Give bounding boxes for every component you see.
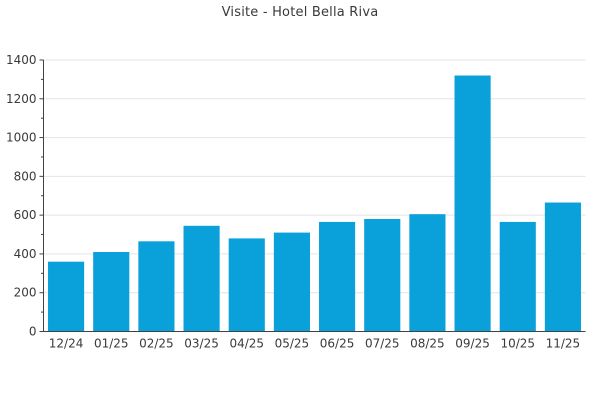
y-tick-label: 400 bbox=[14, 247, 37, 261]
bar bbox=[183, 225, 220, 332]
bar bbox=[48, 261, 85, 332]
x-tick-label: 02/25 bbox=[139, 337, 174, 351]
x-tick-label: 01/25 bbox=[94, 337, 129, 351]
x-tick-label: 03/25 bbox=[184, 337, 219, 351]
x-axis-labels: 12/24 01/25 02/25 03/25 04/25 05/25 06/25 07/25… bbox=[49, 337, 580, 351]
bar bbox=[544, 202, 581, 332]
x-tick-label: 07/25 bbox=[365, 337, 400, 351]
x-tick-label: 04/25 bbox=[229, 337, 264, 351]
y-tick-label: 600 bbox=[14, 208, 37, 222]
y-tick-label: 1000 bbox=[6, 131, 37, 145]
bar bbox=[138, 241, 175, 332]
x-tick-label: 08/25 bbox=[410, 337, 445, 351]
bar bbox=[93, 251, 130, 332]
x-tick-label: 06/25 bbox=[320, 337, 355, 351]
bar bbox=[454, 75, 491, 332]
chart-title: Visite - Hotel Bella Riva bbox=[221, 5, 379, 20]
x-tick-label: 11/25 bbox=[546, 337, 581, 351]
x-tick-label: 09/25 bbox=[455, 337, 490, 351]
bar bbox=[319, 221, 356, 332]
y-tick-label: 800 bbox=[14, 169, 37, 183]
bar bbox=[499, 221, 536, 332]
bar bbox=[228, 238, 265, 332]
x-tick-label: 05/25 bbox=[275, 337, 310, 351]
y-tick-label: 1200 bbox=[6, 92, 37, 106]
y-axis-ticks: 0 200 400 600 800 1000 1200 1400 bbox=[6, 53, 44, 339]
x-tick-label: 12/24 bbox=[49, 337, 84, 351]
y-tick-label: 200 bbox=[14, 286, 37, 300]
y-gridlines bbox=[43, 59, 586, 294]
bar bbox=[364, 219, 401, 332]
bars bbox=[48, 75, 581, 332]
bar bbox=[273, 232, 310, 332]
y-tick-label: 0 bbox=[29, 325, 37, 339]
bar bbox=[409, 214, 446, 332]
y-tick-label: 1400 bbox=[6, 53, 37, 67]
x-tick-label: 10/25 bbox=[500, 337, 535, 351]
